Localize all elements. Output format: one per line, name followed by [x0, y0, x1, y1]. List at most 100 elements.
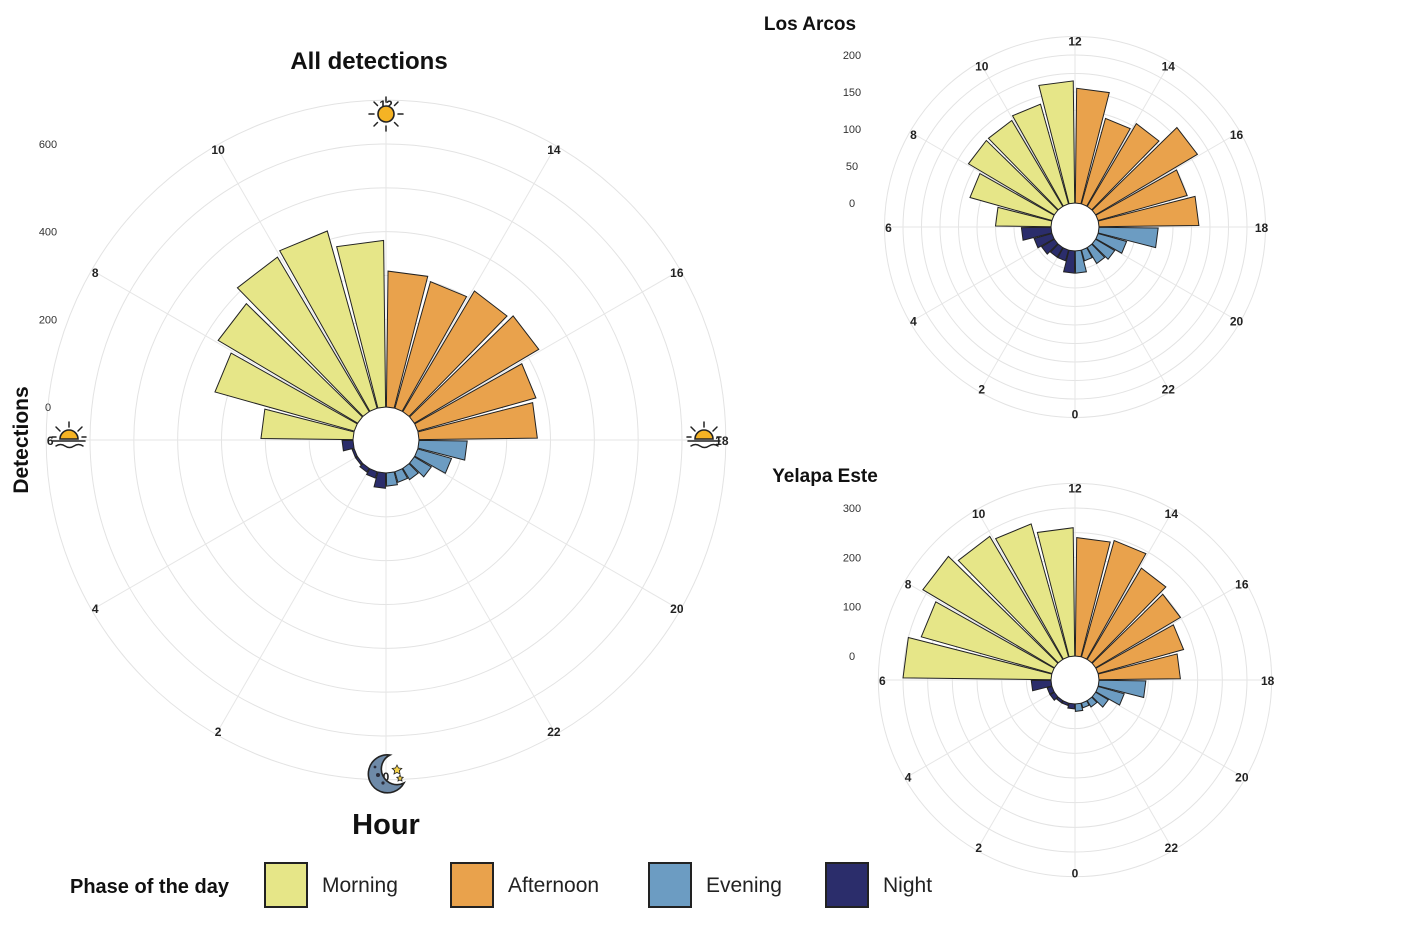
main-bar-hour-16: [414, 363, 537, 432]
los-arcos-bar-hour-17: [1097, 195, 1200, 228]
yelapa-este-radial-tick-0: 0: [849, 651, 855, 663]
main-hour-tick-6: 6: [47, 434, 54, 448]
los-arcos-bar-hour-4: [1033, 232, 1055, 249]
los-arcos-bar-hour-22: [1080, 247, 1093, 262]
los-arcos-bar-hour-6: [994, 206, 1053, 228]
los-arcos-center-hole: [1052, 204, 1098, 250]
main-hour-tick-0: 0: [383, 770, 390, 784]
yelapa-este-bar-hour-22: [1080, 700, 1090, 709]
yelapa-este-bar-hour-19: [1095, 685, 1125, 706]
yelapa-este-hour-tick-18: 18: [1261, 674, 1275, 688]
yelapa-este-bar-hour-11: [1036, 527, 1076, 658]
main-grid-spoke: [385, 269, 681, 441]
main-bars: [214, 230, 540, 489]
main-bar-hour-4: [351, 448, 358, 458]
los-arcos-bar-hour-15: [1091, 126, 1199, 216]
main-hour-tick-4: 4: [92, 602, 99, 616]
legend-title: Phase of the day: [70, 876, 229, 898]
main-bar-hour-0: [373, 471, 387, 489]
main-hour-tick-16: 16: [670, 266, 684, 280]
yelapa-este-chart: 0 2 4 6 8 10 12 14 16 18 20 22 0 100 200 300 Yelapa Es…: [772, 466, 1274, 881]
los-arcos-bar-hour-5: [1020, 226, 1053, 241]
main-bar-hour-1: [365, 468, 378, 479]
main-bar-hour-2: [359, 462, 370, 473]
main-hour-tick-10: 10: [211, 143, 225, 157]
main-bar-hour-12: [385, 270, 429, 409]
yelapa-este-bar-hour-13: [1080, 539, 1147, 660]
los-arcos-bar-hour-3: [1040, 238, 1059, 255]
los-arcos-bar-hour-21: [1086, 243, 1106, 265]
main-bar-hour-20: [408, 456, 433, 478]
yelapa-este-hour-tick-16: 16: [1235, 578, 1249, 592]
los-arcos-bar-hour-7: [969, 172, 1055, 222]
yelapa-este-hour-tick-10: 10: [972, 507, 986, 521]
yelapa-este-bar-hour-21: [1086, 696, 1098, 708]
yelapa-este-hour-tick-8: 8: [905, 578, 912, 592]
yelapa-este-hour-tick-4: 4: [905, 770, 912, 784]
yelapa-este-bar-hour-6: [902, 636, 1053, 681]
yelapa-este-bar-hour-5: [1030, 679, 1053, 692]
los-arcos-hour-tick-8: 8: [910, 128, 917, 142]
los-arcos-chart: 0 2 4 6 8 10 12 14 16 18 20 22 0 50 100 150 200 Los Arc…: [764, 14, 1269, 422]
yelapa-este-bar-hour-9: [957, 535, 1064, 664]
legend: Phase of the day Morning Afternoon Eveni…: [70, 862, 970, 914]
main-grid-spoke: [91, 269, 387, 441]
yelapa-este-title: Yelapa Este: [772, 466, 878, 487]
legend-swatch-morning: [264, 862, 308, 908]
main-bar-hour-15: [408, 315, 540, 424]
main-grid-spoke: [91, 439, 387, 611]
yelapa-este-bar-hour-10: [994, 523, 1070, 660]
yelapa-este-center-hole: [1052, 657, 1098, 703]
los-arcos-hour-tick-16: 16: [1230, 128, 1244, 142]
yelapa-este-bar-hour-18: [1097, 679, 1147, 699]
legend-label-evening: Evening: [706, 874, 782, 897]
los-arcos-bar-hour-0: [1062, 249, 1076, 274]
los-arcos-radial-tick-50: 50: [846, 161, 858, 173]
legend-swatch-evening: [648, 862, 692, 908]
main-bar-hour-18: [417, 439, 468, 461]
yelapa-este-hour-tick-20: 20: [1235, 770, 1249, 784]
los-arcos-bar-hour-18: [1097, 226, 1159, 249]
main-bar-hour-22: [394, 468, 409, 483]
yelapa-este-radial-ticks: 0 100 200 300: [843, 503, 861, 663]
main-hour-tick-14: 14: [547, 143, 561, 157]
yelapa-este-grid-spoke: [1074, 679, 1174, 851]
main-chart-title: All detections: [290, 48, 447, 75]
yelapa-este-bar-hour-8: [922, 555, 1059, 669]
los-arcos-bar-hour-8: [967, 139, 1059, 216]
los-arcos-bar-hour-14: [1086, 122, 1160, 211]
los-arcos-hour-tick-20: 20: [1230, 314, 1244, 328]
main-grid-spoke: [215, 145, 387, 441]
main-hour-tick-22: 22: [547, 725, 561, 739]
yelapa-este-radial-tick-300: 300: [843, 503, 861, 515]
yelapa-este-grid-spoke: [904, 679, 1076, 779]
main-bar-hour-21: [402, 462, 419, 481]
los-arcos-bar-hour-10: [1011, 103, 1070, 207]
los-arcos-bars: [967, 80, 1200, 274]
yelapa-este-bar-hour-4: [1046, 685, 1055, 695]
main-bar-hour-7: [214, 352, 358, 432]
main-radial-tick-200: 200: [39, 314, 57, 326]
sun-icon: [368, 96, 404, 132]
yelapa-este-bar-hour-14: [1086, 567, 1167, 664]
yelapa-este-hour-tick-0: 0: [1072, 867, 1079, 881]
yelapa-este-radial-tick-200: 200: [843, 552, 861, 564]
los-arcos-radial-tick-100: 100: [843, 124, 861, 136]
yelapa-este-hour-ticks: 0 2 4 6 8 10 12 14 16 18 20 22: [879, 481, 1275, 880]
main-bar-hour-14: [402, 290, 508, 418]
los-arcos-hour-tick-18: 18: [1255, 221, 1269, 235]
yelapa-este-bar-hour-0: [1067, 702, 1076, 710]
los-arcos-hour-tick-4: 4: [910, 314, 917, 328]
yelapa-este-bar-hour-15: [1091, 593, 1182, 669]
main-radial-tick-0: 0: [45, 402, 51, 414]
main-grid-spoke: [215, 439, 387, 735]
los-arcos-hour-tick-22: 22: [1162, 383, 1176, 397]
los-arcos-bar-hour-13: [1080, 117, 1131, 207]
yelapa-este-grid-spoke: [976, 679, 1076, 851]
yelapa-este-hour-tick-6: 6: [879, 674, 886, 688]
los-arcos-radial-tick-0: 0: [849, 198, 855, 210]
yelapa-este-bar-hour-1: [1061, 700, 1070, 707]
los-arcos-radial-tick-200: 200: [843, 50, 861, 62]
